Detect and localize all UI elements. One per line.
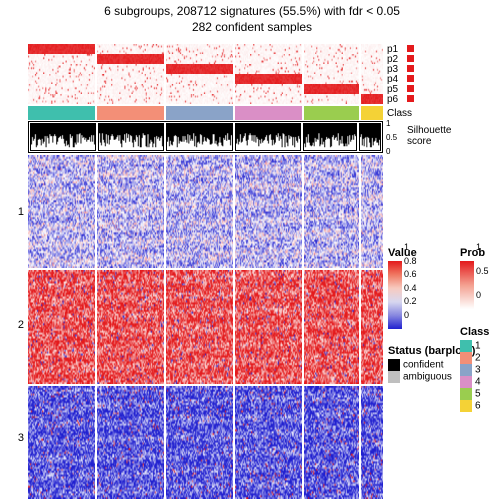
silhouette-tick: 1 [386, 119, 390, 128]
prob-track-p2 [28, 54, 383, 64]
class-track [28, 106, 383, 120]
colorbar-tick: 0.4 [404, 283, 417, 293]
heatmap [28, 155, 383, 499]
class-legend-item: 2 [460, 352, 489, 364]
heatmap-row-block-3 [28, 386, 383, 499]
silhouette-tick: 0 [386, 147, 390, 156]
prob-track-swatch [407, 75, 414, 82]
colorbar-tick: 0.5 [476, 266, 489, 276]
prob-track-swatch [407, 95, 414, 102]
class-track-label: Class [387, 108, 412, 119]
row-block-label: 3 [6, 432, 24, 444]
class-legend-item: 6 [460, 400, 489, 412]
value-ticks: 10.80.60.40.20 [404, 247, 434, 329]
main-plot-area [28, 44, 383, 499]
prob-track-swatch [407, 85, 414, 92]
class-legend-title: Class [460, 326, 489, 338]
class-legend-item: 1 [460, 340, 489, 352]
value-legend: Value 10.80.60.40.20 [388, 247, 417, 329]
silhouette-label: Silhouette score [407, 125, 451, 147]
colorbar-tick: 0.8 [404, 256, 417, 266]
prob-legend: Prob 10.50 [460, 247, 485, 309]
prob-track-p3 [28, 64, 383, 74]
class-legend-item: 3 [460, 364, 489, 376]
prob-track-label: p6 [387, 94, 398, 105]
prob-track-p4 [28, 74, 383, 84]
colorbar-tick: 1 [476, 242, 481, 252]
silhouette-track [28, 121, 383, 153]
class-legend: Class 123456 [460, 326, 489, 412]
title-line-1: 6 subgroups, 208712 signatures (55.5%) w… [0, 4, 504, 20]
colorbar-tick: 0.6 [404, 269, 417, 279]
colorbar-tick: 0 [476, 290, 481, 300]
prob-ticks: 10.50 [476, 247, 504, 295]
prob-track-p6 [28, 94, 383, 104]
colorbar-tick: 0 [404, 310, 409, 320]
colorbar-tick: 1 [404, 242, 409, 252]
colorbar-tick: 0.2 [404, 296, 417, 306]
heatmap-row-block-2 [28, 270, 383, 383]
figure-title: 6 subgroups, 208712 signatures (55.5%) w… [0, 0, 504, 35]
prob-track-swatch [407, 45, 414, 52]
prob-track-p5 [28, 84, 383, 94]
prob-track-p1 [28, 44, 383, 54]
value-colorbar [388, 261, 402, 329]
heatmap-row-block-1 [28, 155, 383, 268]
silhouette-tick: 0.5 [386, 133, 397, 142]
row-block-label: 2 [6, 319, 24, 331]
class-legend-item: 4 [460, 376, 489, 388]
prob-track-swatch [407, 55, 414, 62]
title-line-2: 282 confident samples [0, 20, 504, 36]
prob-track-swatch [407, 65, 414, 72]
class-legend-item: 5 [460, 388, 489, 400]
prob-colorbar [460, 261, 474, 309]
row-block-label: 1 [6, 206, 24, 218]
